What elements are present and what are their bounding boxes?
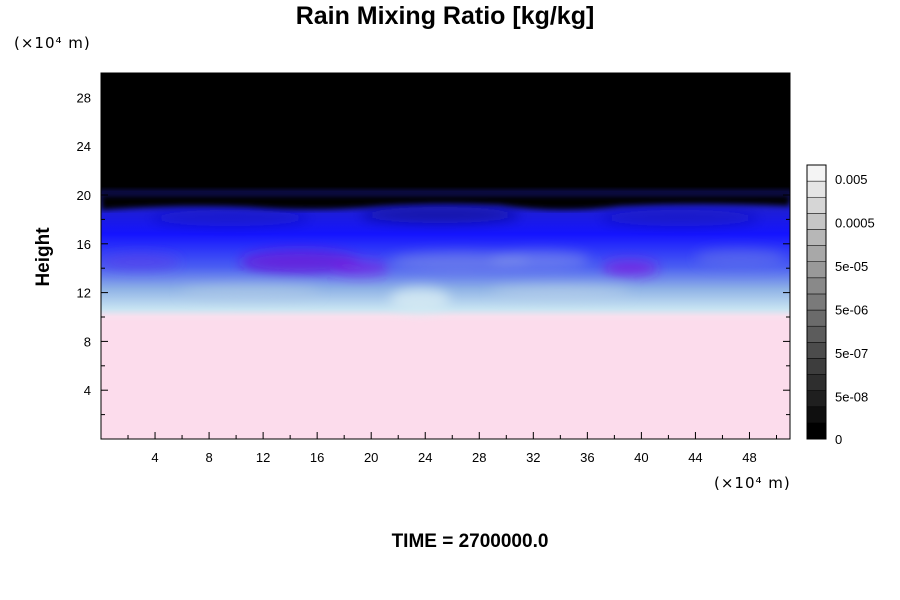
x-tick-label: 24 (418, 450, 432, 465)
colorbar-tick-label: 5e-07 (835, 346, 868, 361)
colorbar-level (806, 406, 827, 424)
x-tick-label: 20 (364, 450, 378, 465)
colorbar-level (806, 309, 827, 327)
time-label: TIME = 2700000.0 (391, 531, 549, 552)
plot-frame (100, 72, 791, 440)
x-tick-label: 40 (634, 450, 648, 465)
x-tick-label: 16 (310, 450, 324, 465)
colorbar-tick-label: 5e-06 (835, 303, 868, 318)
colorbar-level (806, 164, 827, 182)
y-tick-label: 8 (84, 334, 91, 349)
colorbar-tick-label: 5e-05 (835, 259, 868, 274)
y-unit-label: (×10⁴ m) (14, 34, 91, 52)
colorbar-level (806, 293, 827, 311)
colorbar-frame (806, 164, 827, 440)
colorbar-level (806, 245, 827, 262)
colorbar-tick-label: 0.0005 (835, 216, 875, 231)
x-unit-label: (×10⁴ m) (714, 474, 791, 492)
colorbar-level (806, 325, 827, 343)
x-tick-label: 8 (205, 450, 212, 465)
x-tick-label: 4 (151, 450, 158, 465)
y-tick-label: 16 (77, 237, 91, 252)
y-tick-label: 4 (84, 383, 91, 398)
x-tick-label: 36 (580, 450, 594, 465)
colorbar-level (806, 213, 827, 230)
colorbar-level (806, 358, 827, 375)
x-tick-label: 48 (742, 450, 756, 465)
colorbar-level (806, 196, 827, 214)
colorbar-level (806, 229, 827, 246)
colorbar-tick-label: 5e-08 (835, 390, 868, 405)
colorbar-level (806, 342, 827, 359)
x-tick-label: 12 (256, 450, 270, 465)
colorbar-level (806, 390, 827, 408)
cloud-texture (101, 207, 785, 312)
colorbar-level (806, 277, 827, 295)
x-tick-label: 44 (688, 450, 702, 465)
y-tick-label: 20 (77, 188, 91, 203)
x-tick-label: 32 (526, 450, 540, 465)
colorbar-tick-label: 0 (835, 432, 842, 447)
colorbar-level (806, 422, 827, 440)
colorbar-level (806, 261, 827, 279)
colorbar-level (806, 180, 827, 198)
y-tick-label: 12 (77, 286, 91, 301)
colorbar-level (806, 374, 827, 391)
x-tick-label: 28 (472, 450, 486, 465)
y-tick-label: 28 (77, 90, 91, 105)
cloud-top-edge (101, 195, 790, 210)
colorbar: 0.005 0.0005 5e-05 5e-06 5e-07 5e-08 0 (806, 164, 875, 447)
y-tick-label: 24 (77, 139, 91, 154)
chart-title: Rain Mixing Ratio [kg/kg] (295, 2, 595, 30)
colorbar-tick-label: 0.005 (835, 172, 868, 187)
